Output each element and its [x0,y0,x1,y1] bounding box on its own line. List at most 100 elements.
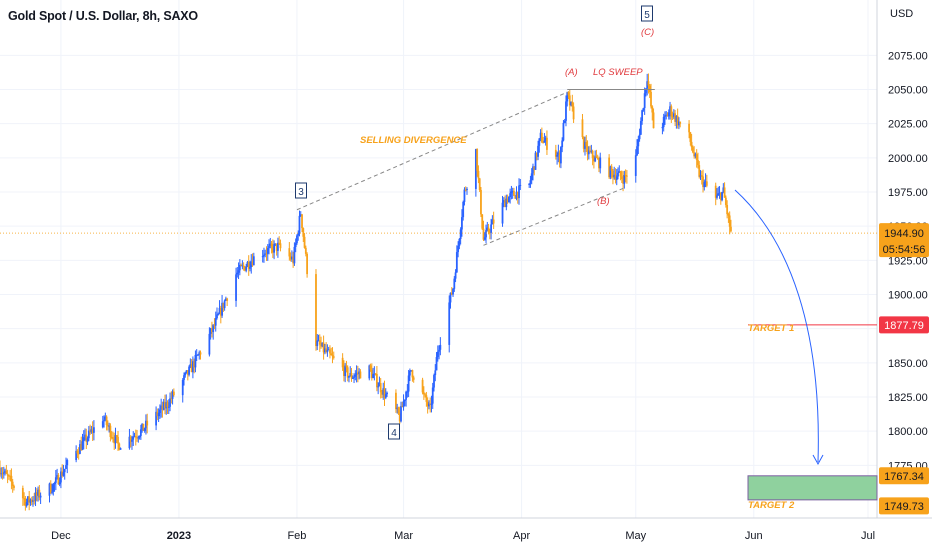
candle-body [679,121,682,124]
candle-body [491,219,494,225]
candle-body [75,450,78,461]
candle-body [103,419,105,422]
candle-body [65,465,67,469]
candle-body [246,262,249,267]
candle-body [721,191,723,201]
candle-body [464,189,467,191]
candle-body [244,266,246,271]
candle-body [349,373,352,377]
candle-body [344,365,347,377]
candle-body [114,435,117,444]
candle-body [699,175,702,177]
candle-body [478,178,481,191]
candle-body [567,92,570,96]
candle-body [448,302,451,345]
wave-3-label: 3 [298,187,304,198]
candle-body [29,499,32,503]
candle-body [341,357,344,368]
candle-body [119,448,122,450]
candle-body [85,434,88,442]
candle-body [110,436,113,438]
projection-arrow-head [812,454,824,466]
target2-top-price: 1767.34 [884,471,924,483]
candle-body [453,278,456,289]
x-tick-label: Apr [513,530,530,542]
candle-body [560,147,562,164]
candle-body [4,470,6,473]
candle-body [382,388,385,395]
candle-body [77,453,80,455]
candle-body [434,370,437,376]
candle-body [398,413,401,422]
candle-body [581,119,584,138]
lq-sweep-label: LQ SWEEP [593,67,643,78]
candle-body [557,152,560,155]
candle-body [356,372,359,375]
candle-body [704,181,707,183]
candle-body [128,436,131,449]
candle-body [240,264,243,266]
candle-body [719,192,722,201]
wave-5-label-box [641,5,653,22]
candle-body [139,429,142,436]
candle-body [425,395,428,402]
candle-body [292,256,295,264]
candle-body [79,444,81,454]
candle-body [301,214,303,229]
candle-body [263,254,265,257]
chart-title: Gold Spot / U.S. Dollar, 8h, SAXO [8,9,198,23]
y-tick-label: 1825.00 [888,392,928,404]
candle-body [430,403,433,405]
candle-body [290,256,293,260]
candle-body [395,392,397,410]
candle-body [90,429,93,433]
candle-body [378,383,381,387]
candle-body [289,256,292,260]
candle-body [544,137,547,141]
candle-body [143,428,146,431]
candle-body [381,392,383,395]
candle-body [216,314,218,319]
candle-body [410,370,413,372]
candle-body [51,491,53,493]
candle-body [172,391,175,396]
candle-body [698,165,701,177]
candle-body [237,270,240,273]
candle-body [614,174,617,180]
candle-body [613,174,616,178]
candle-body [302,228,305,237]
candle-body [30,499,33,502]
candle-body [566,92,569,102]
candle-body [266,248,269,254]
candle-body [279,243,282,249]
candle-body [411,370,414,378]
candle-body [345,365,348,368]
candle-body [634,155,637,176]
candle-body [722,187,725,192]
candle-body [537,145,539,157]
candle-body [609,166,612,178]
candle-body [109,425,112,437]
candle-body [299,214,302,216]
candle-body [84,434,86,438]
candle-body [129,436,132,442]
candle-body [11,481,14,486]
candle-body [185,370,188,373]
candle-body [249,267,251,269]
y-tick-label: 1975.00 [888,187,928,199]
candle-body [353,376,355,378]
candle-body [403,399,406,402]
candle-body [572,106,575,120]
candle-body [183,375,185,380]
candle-body [533,166,536,170]
candle-body [516,191,519,199]
candle-body [689,132,692,142]
candle-body [480,190,482,215]
candle-body [490,224,493,233]
projection-arrow [734,189,819,463]
candle-body [481,214,484,229]
candle-body [245,266,248,271]
candle-body [112,437,114,439]
